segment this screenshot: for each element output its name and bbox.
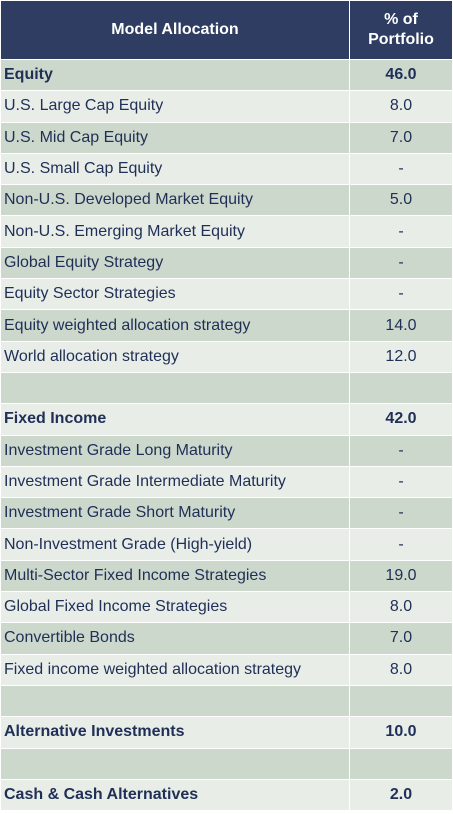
- header-model-allocation: Model Allocation: [0, 0, 350, 60]
- row-label: Global Equity Strategy: [0, 246, 350, 280]
- category-label: Cash & Cash Alternatives: [0, 778, 350, 812]
- table-row: U.S. Mid Cap Equity 7.0: [0, 121, 453, 154]
- row-percent: [349, 371, 453, 405]
- row-percent: -: [349, 497, 453, 530]
- row-percent: 19.0: [349, 559, 453, 593]
- table-row: Investment Grade Short Maturity -: [0, 497, 453, 530]
- row-label: Investment Grade Intermediate Maturity: [0, 465, 350, 499]
- row-label: Non-U.S. Emerging Market Equity: [0, 215, 350, 248]
- header-percent-line2: Portfolio: [368, 31, 434, 48]
- row-percent: 8.0: [349, 591, 453, 624]
- row-label: [0, 684, 350, 718]
- table-row: U.S. Small Cap Equity -: [0, 152, 453, 186]
- row-label: U.S. Large Cap Equity: [0, 90, 350, 123]
- table-row: Non-U.S. Emerging Market Equity -: [0, 215, 453, 248]
- table-body: Equity 46.0 U.S. Large Cap Equity 8.0 U.S. M…: [0, 58, 453, 812]
- table-spacer-row: [0, 684, 453, 718]
- table-row: Global Fixed Income Strategies 8.0: [0, 591, 453, 624]
- row-percent: 8.0: [349, 90, 453, 123]
- table-row: Equity weighted allocation strategy 14.0: [0, 309, 453, 342]
- row-percent: -: [349, 152, 453, 186]
- category-percent: 10.0: [349, 716, 453, 749]
- table-row: Fixed income weighted allocation strateg…: [0, 653, 453, 686]
- table-spacer-row: [0, 371, 453, 405]
- table-row: Cash & Cash Alternatives 2.0: [0, 778, 453, 812]
- table-row: World allocation strategy 12.0: [0, 340, 453, 373]
- row-label: Non-U.S. Developed Market Equity: [0, 184, 350, 217]
- table-row: U.S. Large Cap Equity 8.0: [0, 90, 453, 123]
- row-percent: -: [349, 246, 453, 280]
- row-label: Non-Investment Grade (High-yield): [0, 528, 350, 561]
- row-percent: [349, 684, 453, 718]
- category-percent: 46.0: [349, 58, 453, 92]
- row-label: Global Fixed Income Strategies: [0, 591, 350, 624]
- row-label: Investment Grade Short Maturity: [0, 497, 350, 530]
- table-row: Convertible Bonds 7.0: [0, 622, 453, 655]
- row-percent: -: [349, 465, 453, 499]
- table-row: Investment Grade Intermediate Maturity -: [0, 465, 453, 499]
- row-percent: 5.0: [349, 184, 453, 217]
- table-spacer-row: [0, 747, 453, 780]
- table-row: Fixed Income 42.0: [0, 403, 453, 436]
- row-label: Equity Sector Strategies: [0, 278, 350, 311]
- category-label: Fixed Income: [0, 403, 350, 436]
- table-row: Equity Sector Strategies -: [0, 278, 453, 311]
- row-percent: 14.0: [349, 309, 453, 342]
- row-label: Equity weighted allocation strategy: [0, 309, 350, 342]
- row-label: Multi-Sector Fixed Income Strategies: [0, 559, 350, 593]
- row-percent: [349, 747, 453, 780]
- row-label: Fixed income weighted allocation strateg…: [0, 653, 350, 686]
- category-label: Equity: [0, 58, 350, 92]
- table-row: Alternative Investments 10.0: [0, 716, 453, 749]
- table-row: Global Equity Strategy -: [0, 246, 453, 280]
- row-percent: 7.0: [349, 622, 453, 655]
- header-percent-line1: % of: [384, 11, 418, 28]
- row-label: [0, 371, 350, 405]
- row-label: Convertible Bonds: [0, 622, 350, 655]
- table-row: Investment Grade Long Maturity -: [0, 434, 453, 467]
- header-percent-of-portfolio: % of Portfolio: [349, 0, 453, 60]
- table-row: Non-Investment Grade (High-yield) -: [0, 528, 453, 561]
- category-percent: 2.0: [349, 778, 453, 812]
- category-percent: 42.0: [349, 403, 453, 436]
- row-percent: 12.0: [349, 340, 453, 373]
- table-header-row: Model Allocation % of Portfolio: [0, 0, 453, 60]
- row-percent: -: [349, 215, 453, 248]
- table-row: Non-U.S. Developed Market Equity 5.0: [0, 184, 453, 217]
- row-label: U.S. Mid Cap Equity: [0, 121, 350, 154]
- row-percent: -: [349, 278, 453, 311]
- row-percent: -: [349, 528, 453, 561]
- row-label: U.S. Small Cap Equity: [0, 152, 350, 186]
- row-percent: -: [349, 434, 453, 467]
- row-percent: 7.0: [349, 121, 453, 154]
- row-label: [0, 747, 350, 780]
- row-label: Investment Grade Long Maturity: [0, 434, 350, 467]
- table-row: Multi-Sector Fixed Income Strategies 19.0: [0, 559, 453, 593]
- table-row: Equity 46.0: [0, 58, 453, 92]
- row-percent: 8.0: [349, 653, 453, 686]
- category-label: Alternative Investments: [0, 716, 350, 749]
- row-label: World allocation strategy: [0, 340, 350, 373]
